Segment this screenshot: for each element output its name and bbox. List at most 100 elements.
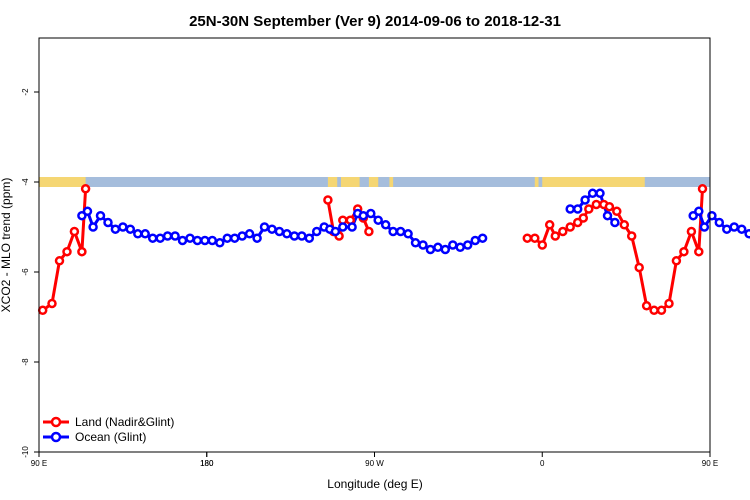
data-point [744, 229, 750, 239]
data-point [282, 229, 292, 239]
data-point [448, 240, 458, 250]
data-point [330, 226, 341, 237]
land-segment [39, 177, 86, 187]
data-point [612, 206, 622, 217]
data-point [470, 235, 480, 246]
data-point [88, 222, 98, 232]
data-point [694, 246, 704, 257]
x-axis-label: Longitude (deg E) [327, 477, 422, 491]
land-segment [389, 177, 394, 187]
data-point [591, 199, 602, 210]
data-point [47, 298, 57, 309]
data-point [373, 215, 383, 225]
data-point [311, 226, 322, 237]
y-tick-label: -6 [21, 268, 30, 276]
data-point [604, 201, 615, 212]
data-point [558, 226, 568, 237]
data-point [274, 226, 285, 237]
data-point [192, 235, 203, 246]
y-tick-label: -8 [21, 358, 30, 366]
data-point [110, 224, 121, 234]
data-point [455, 242, 465, 253]
data-point [671, 256, 682, 266]
data-point [410, 238, 421, 248]
data-point [736, 224, 747, 234]
data-point [259, 222, 270, 232]
data-point [626, 231, 637, 241]
legend-swatch-marker [50, 416, 62, 428]
land-segment [542, 177, 645, 187]
data-point [185, 233, 195, 243]
data-point [82, 206, 93, 217]
data-point [380, 220, 391, 230]
data-point [267, 224, 277, 234]
y-tick-label: -10 [21, 446, 30, 458]
data-point [565, 222, 575, 232]
data-point [388, 226, 398, 237]
data-point [364, 226, 374, 237]
data-point [595, 188, 605, 199]
x-tick-label: 90 E [702, 459, 718, 468]
data-point [347, 222, 357, 232]
data-point [522, 233, 533, 243]
data-point [619, 220, 630, 230]
data-point [679, 246, 689, 257]
data-point [694, 206, 704, 217]
data-point [395, 226, 406, 237]
land-ocean-strip [39, 177, 710, 187]
data-point [297, 231, 307, 241]
y-tick-label: -2 [21, 88, 30, 96]
data-point [95, 210, 106, 221]
land-segment [368, 177, 379, 187]
data-point [425, 244, 436, 255]
data-point [418, 240, 428, 250]
data-point [686, 226, 697, 237]
data-point [338, 222, 348, 232]
legend-label: Ocean (Glint) [75, 430, 146, 444]
data-point [477, 233, 488, 243]
data-point [649, 305, 659, 316]
data-point [699, 222, 710, 232]
data-point [544, 220, 555, 230]
data-point [237, 231, 247, 241]
data-point [697, 184, 708, 194]
data-point [304, 233, 315, 243]
data-point [729, 222, 739, 232]
data-point [366, 208, 376, 219]
data-point [530, 233, 540, 243]
data-point [289, 231, 300, 241]
data-point [537, 240, 548, 250]
x-tick-label: 180 [200, 459, 214, 468]
y-axis: -2 -4 -6 -8 -10 [21, 88, 39, 458]
legend: Land (Nadir&Glint)Ocean (Glint) [43, 415, 174, 444]
data-point [244, 229, 255, 239]
data-point [80, 184, 91, 194]
data-point [580, 195, 590, 205]
chart-title: 25N-30N September (Ver 9) 2014-09-06 to … [189, 13, 561, 30]
data-point [714, 217, 725, 228]
data-point [634, 262, 644, 273]
data-point [207, 235, 218, 246]
land-segment [340, 177, 360, 187]
data-point [578, 213, 589, 223]
data-point [54, 256, 65, 266]
data-point [323, 195, 333, 205]
data-point [403, 229, 413, 239]
data-point [433, 242, 443, 253]
data-point [602, 210, 613, 221]
data-point [37, 305, 48, 316]
data-point [69, 226, 80, 237]
y-axis-label: XCO2 - MLO trend (ppm) [0, 178, 13, 313]
data-point [133, 229, 143, 239]
data-point [565, 204, 575, 214]
data-point [572, 204, 583, 214]
data-point [358, 210, 369, 221]
data-point [162, 231, 173, 241]
data-point [125, 224, 136, 234]
data-point [77, 246, 87, 257]
data-point [587, 188, 598, 199]
x-tick-label: 90 E [31, 459, 47, 468]
data-point [155, 233, 165, 243]
